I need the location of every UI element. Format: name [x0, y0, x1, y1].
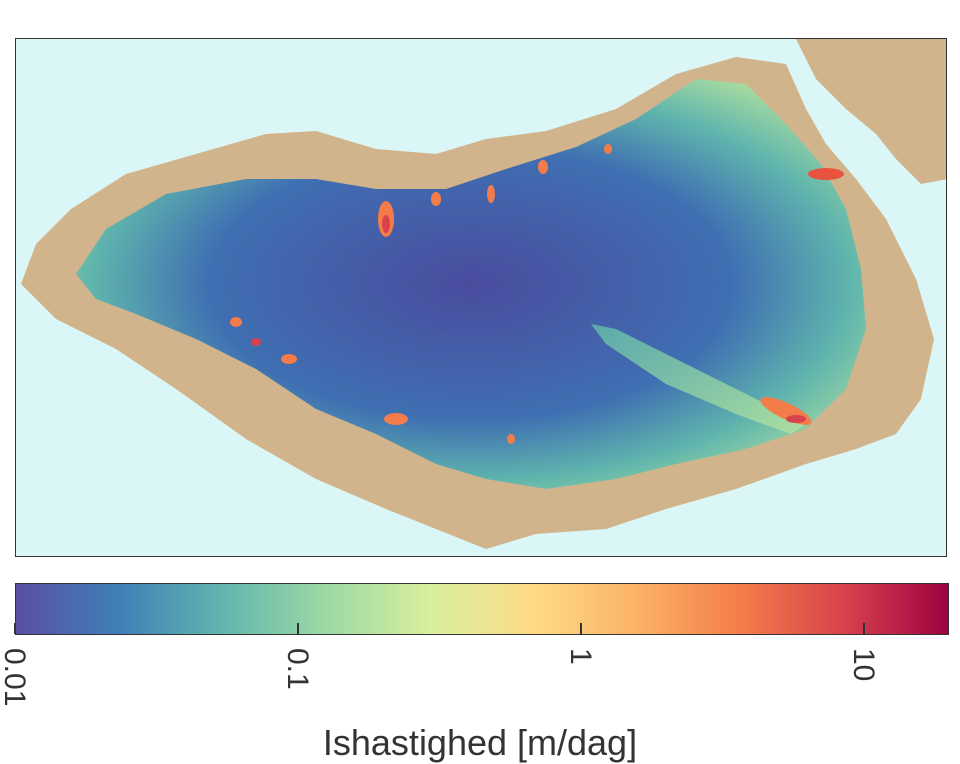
colorbar-tick-label: 0.01 [0, 648, 31, 707]
colorbar-tick-label: 1 [563, 648, 597, 665]
colorbar-tick [863, 623, 865, 634]
ice-stream [591, 324, 806, 434]
velocity-map [15, 38, 947, 557]
outlet-glaciers [230, 144, 844, 444]
colorbar-tick [297, 623, 299, 634]
colorbar [15, 583, 949, 635]
colorbar-title: Ishastighed [m/dag] [322, 722, 638, 763]
colorbar-tick-label: 10 [846, 648, 880, 682]
map-svg [16, 39, 946, 556]
land-northeast [796, 39, 946, 184]
colorbar-tick-label: 0.1 [280, 648, 314, 690]
colorbar-tick [14, 623, 16, 634]
ice-sheet [76, 79, 866, 489]
colorbar-tick [580, 623, 582, 634]
